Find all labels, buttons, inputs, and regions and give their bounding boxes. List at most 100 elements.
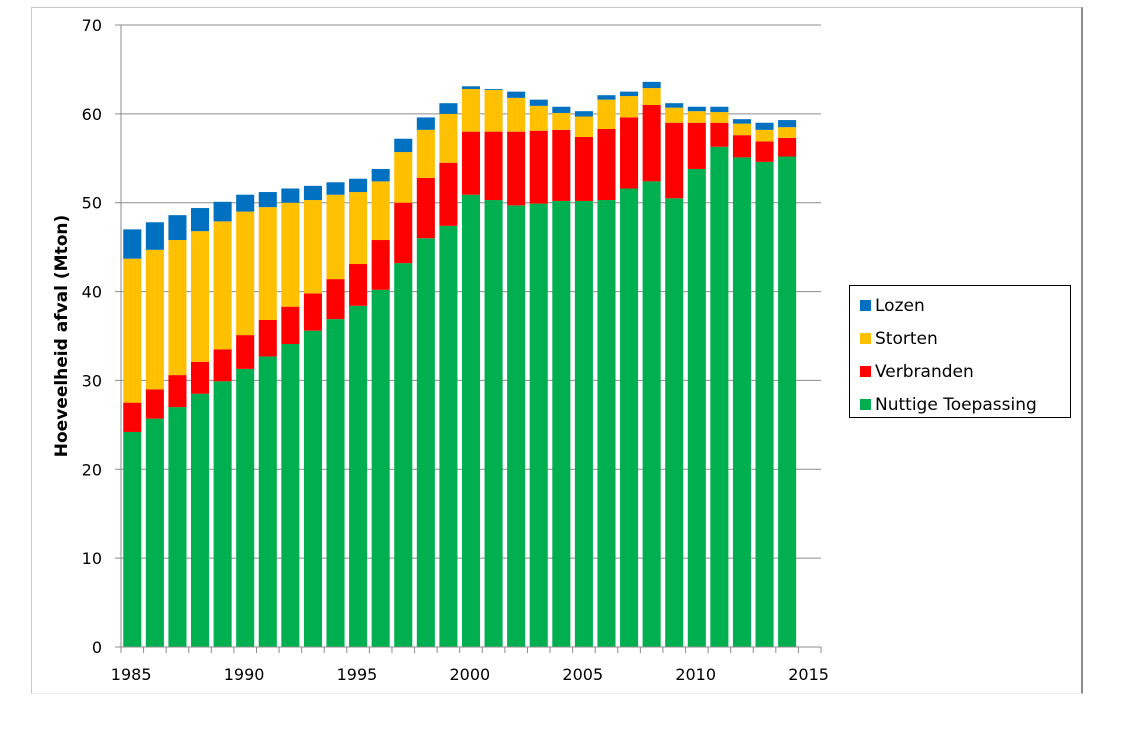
bar-storten-1990 — [236, 211, 255, 336]
y-tick-label: 20 — [82, 460, 102, 479]
x-tick-label: 2000 — [450, 665, 491, 684]
bar-verbranden-2005 — [574, 136, 593, 201]
bar-stack-2014 — [778, 120, 797, 647]
bar-nuttige-toepassing-2014 — [778, 156, 797, 647]
bar-stack-2009 — [665, 103, 684, 647]
bar-verbranden-1987 — [168, 375, 187, 408]
bar-lozen-2010 — [687, 106, 706, 112]
y-tick-label: 50 — [82, 194, 102, 213]
bar-verbranden-2010 — [687, 122, 706, 169]
bar-stack-2005 — [574, 111, 593, 648]
bar-verbranden-1986 — [145, 389, 164, 419]
bar-verbranden-1995 — [349, 264, 368, 306]
bar-verbranden-2003 — [529, 130, 548, 204]
bar-stack-2010 — [687, 106, 706, 647]
bar-stack-1995 — [349, 178, 368, 647]
bar-stack-2011 — [710, 106, 729, 647]
bar-nuttige-toepassing-1987 — [168, 407, 187, 647]
bar-stack-1997 — [394, 138, 413, 647]
bar-storten-2009 — [665, 107, 684, 123]
bar-verbranden-1988 — [191, 361, 210, 394]
bar-storten-2013 — [755, 129, 774, 142]
bar-storten-2007 — [620, 96, 639, 118]
bar-storten-2004 — [552, 112, 571, 130]
bar-nuttige-toepassing-2011 — [710, 146, 729, 647]
bar-storten-1999 — [439, 113, 458, 163]
bar-lozen-2004 — [552, 106, 571, 113]
y-tick-label: 60 — [82, 105, 102, 124]
bar-storten-2001 — [484, 89, 503, 132]
bar-lozen-2005 — [574, 111, 593, 117]
bar-nuttige-toepassing-1992 — [281, 343, 300, 647]
bar-storten-1989 — [213, 221, 232, 350]
bar-storten-1988 — [191, 231, 210, 362]
bar-stack-2002 — [507, 91, 526, 647]
bar-nuttige-toepassing-2000 — [461, 194, 481, 647]
bar-stack-2001 — [484, 88, 503, 647]
bar-lozen-2003 — [529, 99, 548, 106]
bar-verbranden-1996 — [371, 240, 390, 290]
bar-verbranden-1985 — [123, 402, 142, 432]
bar-storten-1994 — [326, 194, 345, 280]
bar-lozen-2007 — [620, 91, 639, 97]
bar-stack-2007 — [620, 91, 639, 648]
bar-lozen-1992 — [281, 188, 300, 203]
legend-label: Verbranden — [875, 361, 974, 382]
x-tick-label: 1990 — [224, 665, 265, 684]
bar-verbranden-1999 — [439, 162, 458, 226]
bar-stack-1988 — [191, 208, 210, 647]
y-tick-label: 30 — [82, 371, 102, 390]
bar-storten-2006 — [597, 99, 616, 129]
bar-storten-1985 — [123, 258, 142, 403]
bar-verbranden-2007 — [620, 117, 639, 189]
bar-storten-2014 — [778, 127, 797, 138]
bar-nuttige-toepassing-2008 — [642, 181, 661, 648]
bar-storten-2005 — [574, 116, 593, 137]
bar-lozen-2001 — [484, 88, 503, 90]
legend-item: Nuttige Toepassing — [850, 388, 1070, 421]
bar-nuttige-toepassing-1989 — [213, 381, 232, 647]
x-tick-labels: 1985 1990 1995 2000 2005 2010 2015 — [111, 665, 829, 684]
bar-stack-1994 — [326, 182, 345, 647]
bar-nuttige-toepassing-2013 — [755, 161, 774, 647]
bar-lozen-1990 — [236, 194, 255, 212]
bar-verbranden-1992 — [281, 306, 300, 344]
bar-nuttige-toepassing-1995 — [349, 305, 368, 647]
bar-nuttige-toepassing-2001 — [484, 200, 503, 647]
bar-stack-1985 — [123, 229, 142, 647]
x-tick-label: 2015 — [788, 665, 829, 684]
bar-verbranden-1991 — [258, 320, 277, 357]
legend: Lozen Storten Verbranden Nuttige Toepassing — [849, 285, 1071, 418]
bar-storten-2010 — [687, 111, 706, 123]
x-tick-label: 1995 — [337, 665, 378, 684]
bar-stack-1993 — [303, 185, 322, 647]
bar-verbranden-2006 — [597, 128, 616, 201]
bar-verbranden-2011 — [710, 122, 729, 147]
bar-stack-2006 — [597, 95, 616, 647]
bar-lozen-2011 — [710, 106, 729, 113]
bar-stack-1986 — [145, 222, 164, 647]
bar-lozen-1986 — [145, 222, 164, 250]
bar-verbranden-2013 — [755, 141, 774, 162]
bar-lozen-1988 — [191, 208, 210, 232]
x-tick-label: 1985 — [111, 665, 152, 684]
bar-lozen-2009 — [665, 103, 684, 108]
bar-nuttige-toepassing-1993 — [303, 330, 322, 647]
bar-storten-2012 — [732, 123, 751, 136]
bar-lozen-2006 — [597, 95, 616, 100]
bar-nuttige-toepassing-2004 — [552, 200, 571, 648]
y-tick-labels: 0 10 20 30 40 50 60 70 — [82, 16, 102, 657]
bar-nuttige-toepassing-2010 — [687, 168, 706, 647]
y-tick-label: 40 — [82, 283, 102, 302]
bar-lozen-1999 — [439, 103, 458, 114]
bar-lozen-2012 — [732, 119, 751, 124]
bar-storten-1987 — [168, 240, 187, 376]
legend-swatch-icon — [860, 399, 871, 410]
bar-storten-1993 — [303, 200, 322, 294]
bar-stack-1991 — [258, 192, 277, 647]
bar-lozen-1993 — [303, 185, 322, 201]
bar-stack-1992 — [281, 188, 300, 647]
bar-nuttige-toepassing-2003 — [529, 203, 548, 648]
legend-label: Lozen — [875, 295, 925, 316]
